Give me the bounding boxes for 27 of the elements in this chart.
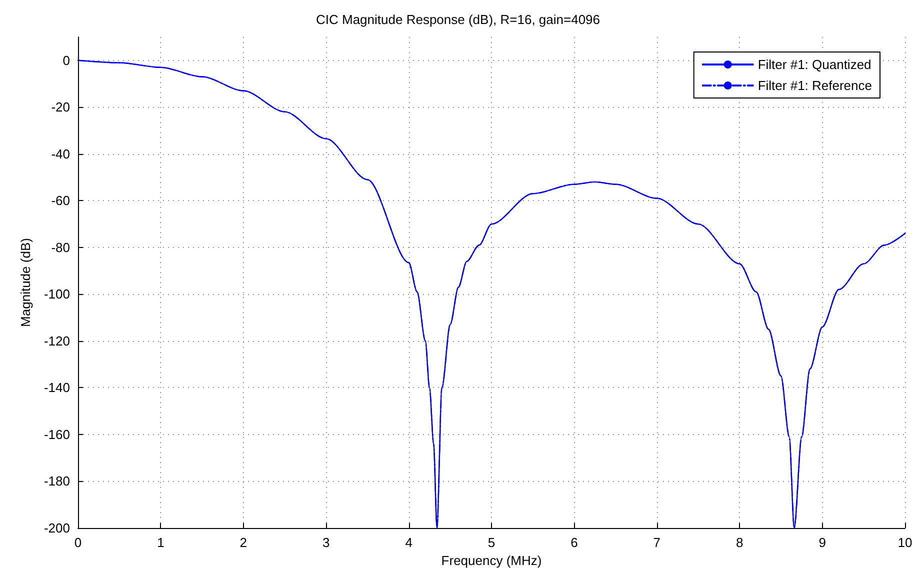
y-tick-label: -120 (44, 333, 70, 348)
x-tick-label: 0 (74, 535, 82, 550)
x-axis-title: Frequency (MHz) (441, 553, 542, 568)
x-tick-label: 9 (818, 535, 826, 550)
y-tick-label: -80 (51, 240, 70, 255)
y-axis-title: Magnitude (dB) (18, 238, 33, 327)
legend-label: Filter #1: Quantized (758, 57, 872, 72)
y-tick-label: -100 (44, 286, 70, 302)
chart-title: CIC Magnitude Response (dB), R=16, gain=4096 (316, 12, 600, 27)
x-tick-label: 3 (322, 535, 330, 550)
x-tick-label: 10 (898, 535, 912, 550)
y-tick-label: 0 (62, 52, 70, 68)
y-tick-label: -180 (44, 474, 70, 489)
y-tick-label: -20 (51, 100, 70, 115)
x-tick-label: 6 (570, 535, 578, 550)
y-tick-label: -40 (51, 146, 70, 162)
x-tick-label: 4 (405, 535, 412, 550)
x-tick-label: 2 (240, 535, 248, 550)
x-tick-label: 5 (488, 535, 496, 550)
y-tick-label: -60 (51, 193, 70, 208)
x-tick-label: 1 (157, 535, 164, 550)
y-tick-label: -140 (44, 380, 70, 396)
y-tick-label: -200 (44, 520, 70, 536)
legend-label: Filter #1: Reference (758, 78, 872, 93)
y-tick-label: -160 (44, 426, 70, 442)
x-tick-label: 7 (653, 535, 661, 550)
x-tick-label: 8 (736, 535, 744, 550)
